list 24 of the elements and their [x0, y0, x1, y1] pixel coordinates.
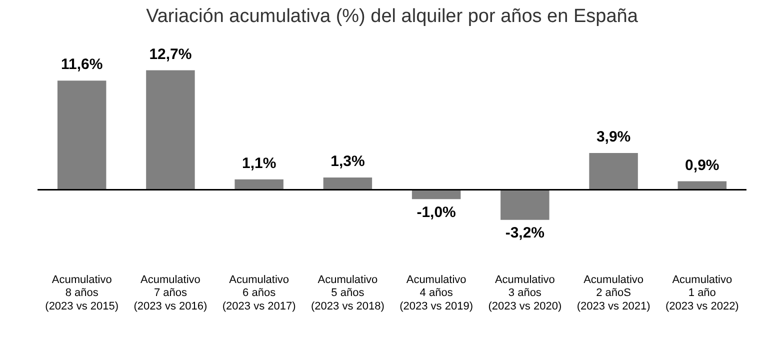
bar — [323, 178, 372, 190]
x-tick-label: Acumulativo 7 años (2023 vs 2016) — [134, 274, 208, 312]
x-tick-label: Acumulativo 3 años (2023 vs 2020) — [488, 274, 562, 312]
bar — [412, 190, 461, 200]
chart-title: Variación acumulativa (%) del alquiler por años en España — [145, 5, 639, 29]
bar — [146, 70, 195, 190]
x-tick-label: Acumulativo 5 años (2023 vs 2018) — [310, 274, 384, 312]
data-label: 1,3% — [330, 153, 365, 170]
data-label: 0,9% — [685, 156, 720, 174]
data-label: 3,9% — [596, 128, 631, 146]
x-tick-label: Acumulativo 2 añoS (2023 vs 2021) — [576, 274, 650, 312]
x-tick-label: Acumulativo 8 años (2023 vs 2015) — [45, 274, 119, 312]
bar — [589, 153, 638, 190]
x-tick-label: Acumulativo 4 años (2023 vs 2019) — [400, 274, 474, 312]
x-tick-label: Acumulativo 6 años (2023 vs 2017) — [222, 274, 296, 312]
x-tick-label: Acumulativo 1 año (2023 vs 2022) — [665, 274, 739, 312]
bar — [500, 190, 550, 220]
data-label: -1,0% — [416, 204, 456, 221]
data-label: 1,1% — [242, 155, 276, 172]
data-label: -3,2% — [505, 224, 545, 242]
bar — [234, 179, 284, 190]
bar — [57, 80, 106, 190]
data-label: 11,6% — [60, 56, 103, 74]
data-label: 12,7% — [149, 46, 192, 63]
